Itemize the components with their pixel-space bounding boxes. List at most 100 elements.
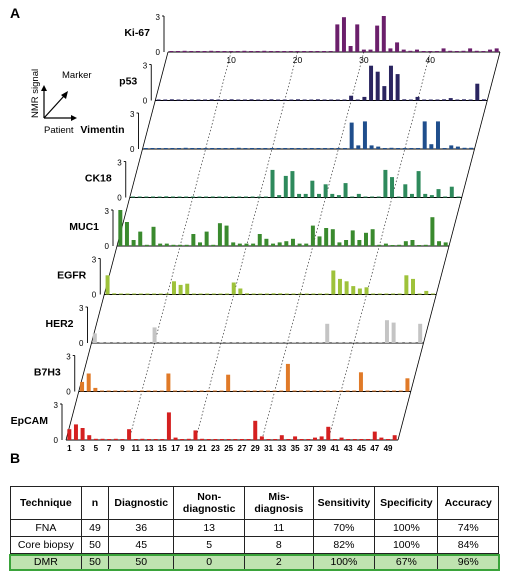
y-tick-label-max: 3: [105, 207, 110, 216]
table-header-row: Technique n Diagnostic Non-diagnostic Mi…: [10, 486, 499, 520]
bar-b7h3-patient-13: [159, 390, 164, 392]
bar-her2-patient-10: [152, 327, 157, 343]
performance-table: Technique n Diagnostic Non-diagnostic Mi…: [10, 486, 499, 571]
cell-accuracy: 84%: [437, 536, 499, 554]
bar-p53-patient-5: [183, 99, 188, 101]
bar-epcam-patient-13: [147, 439, 151, 440]
bar-her2-patient-22: [232, 342, 237, 343]
bar-vimentin-patient-48: [455, 146, 460, 149]
bar-ki-67-patient-12: [242, 50, 247, 52]
axis-legend: NMR signal Patient Marker: [30, 69, 92, 136]
bar-egfr-patient-49: [424, 290, 429, 295]
bar-egfr-patient-1: [105, 275, 110, 295]
marker-row-b7h3: 3 0 B7H3: [34, 353, 411, 397]
bar-epcam-patient-25: [226, 439, 231, 440]
bar-p53-patient-23: [302, 99, 307, 101]
bar-ck18-patient-2: [137, 196, 142, 198]
bar-her2-patient-5: [119, 342, 124, 343]
bar-vimentin-patient-19: [263, 148, 268, 149]
bar-p53-patient-15: [249, 99, 254, 101]
bar-muc1-patient-12: [191, 234, 196, 246]
bar-p53-patient-43: [435, 99, 440, 101]
bottom-tick-label: 9: [120, 444, 125, 452]
cell-mis-diagnosis: 11: [244, 519, 314, 537]
bar-muc1-patient-19: [237, 243, 242, 246]
bar-muc1-patient-47: [423, 244, 428, 246]
bar-ck18-patient-37: [370, 196, 375, 198]
bar-her2-patient-24: [245, 342, 250, 343]
bottom-tick-label: 25: [224, 444, 233, 452]
bar-egfr-patient-29: [291, 293, 296, 295]
bar-b7h3-patient-27: [252, 390, 257, 392]
bar-p53-patient-25: [315, 99, 320, 101]
bar-ki-67-patient-44: [454, 51, 459, 52]
bar-egfr-patient-30: [298, 293, 303, 295]
bar-muc1-patient-32: [324, 228, 329, 246]
cell-n: 50: [80, 553, 110, 571]
bar-muc1-patient-35: [344, 240, 349, 246]
bar-muc1-patient-6: [151, 226, 156, 246]
bar-ki-67-patient-41: [434, 51, 439, 52]
bar-b7h3-patient-21: [212, 390, 217, 392]
bar-ck18-patient-36: [363, 196, 368, 198]
bar-vimentin-patient-49: [462, 147, 467, 149]
header-diagnostic: Diagnostic: [108, 486, 175, 520]
bar-muc1-patient-4: [138, 231, 143, 246]
marker-label: Ki-67: [124, 27, 150, 39]
bar-vimentin-patient-16: [243, 148, 248, 149]
bar-epcam-patient-41: [332, 439, 337, 440]
bar-b7h3-patient-31: [279, 390, 284, 392]
bar-muc1-patient-41: [383, 243, 388, 246]
bar-p53-patient-45: [448, 98, 453, 101]
bottom-tick-label: 19: [184, 444, 193, 452]
bar-her2-patient-32: [298, 342, 303, 343]
bar-egfr-patient-41: [371, 293, 376, 295]
bar-ck18-patient-18: [243, 196, 248, 198]
bottom-tick-label: 21: [198, 444, 207, 452]
bar-vimentin-patient-11: [210, 148, 215, 149]
bar-her2-patient-13: [172, 342, 177, 343]
bottom-patient-ticks: 1 3 5 7 9 11 13 15 17 19 21 23 25 27 29 31 33 35 37 39 41 43 4…: [67, 444, 393, 452]
panel-b-label: B: [10, 450, 21, 466]
bar-egfr-patient-42: [377, 293, 382, 295]
bar-epcam-patient-48: [379, 437, 384, 440]
header-sensitivity: Sensitivity: [312, 486, 376, 520]
bar-her2-patient-33: [305, 342, 310, 343]
bar-ki-67-patient-39: [421, 51, 426, 52]
bar-her2-patient-34: [311, 342, 316, 343]
bottom-tick-label: 37: [304, 444, 313, 452]
bar-her2-patient-41: [358, 342, 363, 343]
bar-muc1-patient-48: [430, 217, 435, 246]
bar-vimentin-patient-40: [402, 148, 407, 149]
bar-p53-patient-12: [229, 99, 234, 101]
bar-vimentin-patient-42: [416, 148, 421, 149]
y-tick-label-max: 3: [130, 110, 135, 119]
cell-technique: FNA: [10, 519, 82, 537]
bar-egfr-patient-46: [404, 275, 409, 295]
bar-p53-patient-47: [462, 99, 467, 101]
bar-her2-patient-37: [331, 342, 336, 343]
bar-ki-67-patient-23: [315, 51, 320, 52]
bar-b7h3-patient-41: [345, 390, 350, 392]
bar-ki-67-patient-16: [268, 51, 273, 52]
bar-p53-patient-42: [428, 99, 433, 101]
axis-legend-x-label: Patient: [44, 125, 74, 136]
bar-ck18-patient-16: [230, 196, 235, 198]
bar-epcam-patient-9: [120, 439, 125, 440]
bar-muc1-patient-50: [443, 242, 448, 246]
bar-p53-patient-22: [296, 99, 301, 101]
bar-epcam-patient-22: [206, 439, 211, 440]
bar-her2-patient-30: [285, 342, 290, 343]
bar-ck18-patient-13: [210, 196, 215, 198]
bar-epcam-patient-6: [100, 438, 105, 440]
bar-ki-67-patient-36: [401, 49, 406, 52]
bar-ki-67-patient-19: [288, 51, 293, 52]
cell-technique: Core biopsy: [10, 536, 82, 554]
marker-row-egfr: 3 0 EGFR: [57, 256, 437, 300]
bar-vimentin-patient-13: [223, 148, 228, 149]
bar-ki-67-patient-17: [275, 51, 280, 52]
bar-b7h3-patient-16: [179, 390, 184, 392]
bar-b7h3-patient-40: [339, 390, 344, 392]
bar-ki-67-patient-49: [488, 49, 493, 52]
bar-epcam-patient-43: [346, 439, 351, 440]
